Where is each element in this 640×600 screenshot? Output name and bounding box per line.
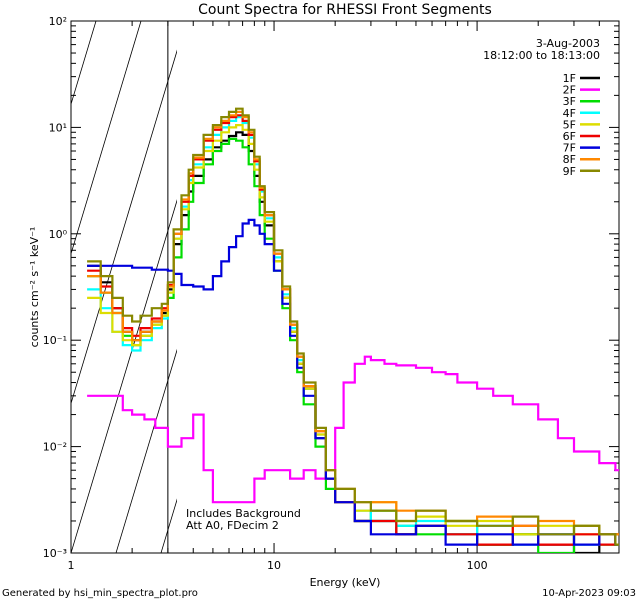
hatch-line	[341, 21, 501, 553]
hatch-line	[566, 21, 640, 553]
legend-label-5f: 5F	[563, 118, 576, 131]
legend-label-8f: 8F	[563, 153, 576, 166]
legend-date: 3-Aug-2003	[536, 37, 600, 50]
series-line-7f	[87, 218, 619, 546]
series-line-8f	[87, 110, 619, 536]
hatch-line	[386, 21, 546, 553]
y-tick-label: 10⁻¹	[43, 334, 67, 347]
legend-time-range: 18:12:00 to 18:13:00	[483, 49, 600, 62]
x-tick-label: 10	[267, 559, 281, 572]
series-line-6f	[87, 114, 619, 546]
footer-timestamp: 10-Apr-2023 09:03	[542, 588, 636, 599]
series-line-3f	[87, 137, 619, 553]
plot-frame	[70, 20, 620, 554]
y-tick-label: 10²	[49, 15, 67, 28]
hatch-line	[71, 21, 97, 106]
hatch-line	[115, 348, 177, 553]
legend-label-4f: 4F	[563, 107, 576, 120]
hatch-line	[160, 498, 177, 553]
series-line-9f	[87, 107, 619, 546]
chart-title: Count Spectra for RHESSI Front Segments	[198, 2, 492, 18]
footer-generator: Generated by hsi_min_spectra_plot.pro	[2, 588, 198, 599]
y-axis-label: counts cm⁻² s⁻¹ keV⁻¹	[28, 227, 41, 348]
hatch-line	[476, 21, 636, 553]
spectra-series	[87, 107, 619, 553]
legend-label-9f: 9F	[563, 165, 576, 178]
legend-label-3f: 3F	[563, 95, 576, 108]
y-tick-label: 10¹	[49, 121, 67, 134]
series-line-5f	[87, 124, 619, 546]
y-tick-label: 10⁻³	[43, 547, 67, 560]
y-tick-label: 10⁰	[49, 228, 68, 241]
hatch-line	[296, 21, 456, 553]
series-line-2f	[87, 355, 619, 504]
x-tick-label: 100	[467, 559, 488, 572]
hatch-line	[0, 21, 51, 553]
legend-label-2f: 2F	[563, 84, 576, 97]
legend-label-6f: 6F	[563, 130, 576, 143]
hatch-line	[71, 21, 142, 256]
axes-frame: 10⁻³ 10⁻² 10⁻¹ 10⁰ 10¹ 10² 1 10 100	[43, 15, 620, 572]
legend-label-1f: 1F	[563, 72, 576, 85]
hatch-line	[71, 199, 177, 553]
hatch-line	[611, 21, 640, 553]
x-tick-label: 1	[68, 559, 75, 572]
annotation-attenuator: Att A0, FDecim 2	[186, 519, 279, 532]
hatch-line	[0, 21, 6, 553]
x-axis-label: Energy (keV)	[310, 576, 381, 589]
hatch-line	[251, 21, 411, 553]
y-tick-label: 10⁻²	[43, 441, 67, 454]
series-line-4f	[87, 116, 619, 546]
legend-label-7f: 7F	[563, 142, 576, 155]
annotation-background: Includes Background	[186, 507, 301, 520]
hatched-region	[0, 21, 640, 553]
